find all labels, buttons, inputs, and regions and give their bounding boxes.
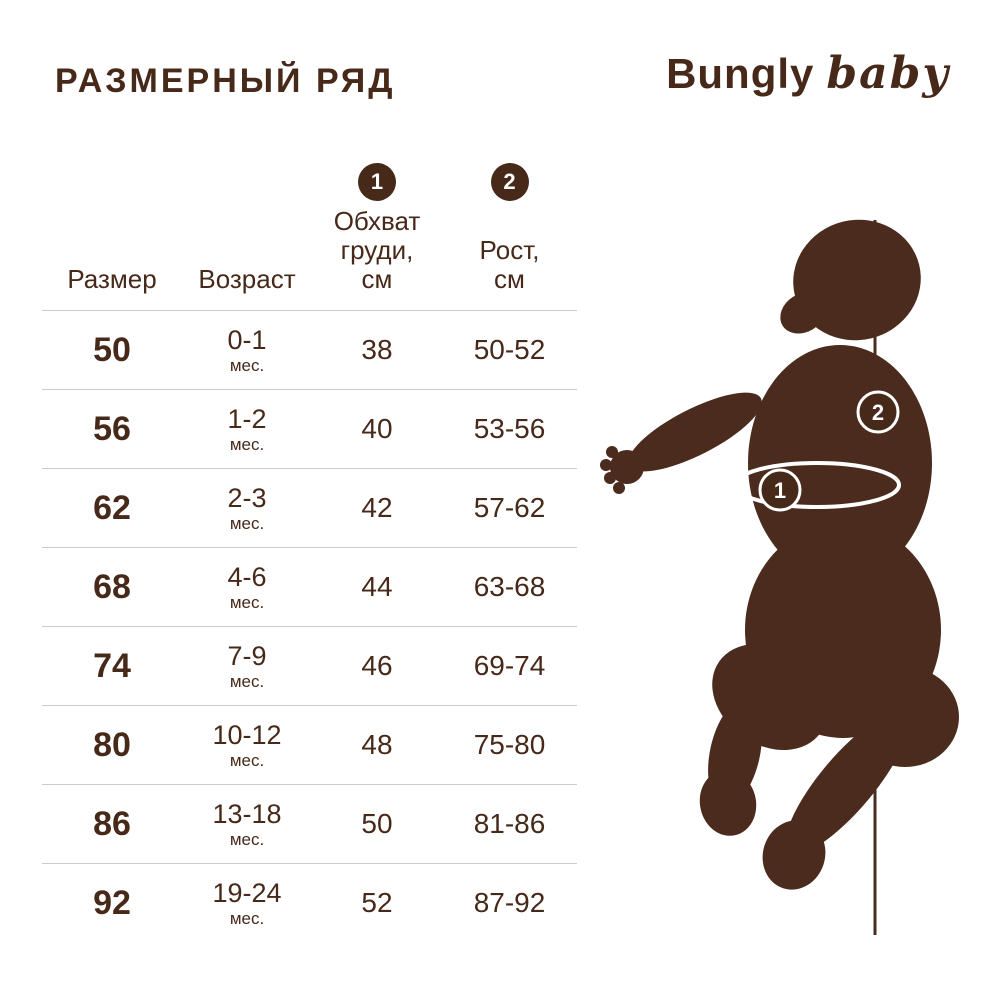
table-badge-row: 1 2 — [42, 163, 577, 207]
height-value: 53-56 — [473, 413, 546, 445]
size-value: 50 — [93, 330, 131, 369]
height-value: 69-74 — [473, 650, 546, 682]
table-row: 68 4-6 мес. 44 63-68 — [42, 547, 577, 626]
baby-silhouette — [600, 219, 959, 890]
size-value: 56 — [93, 409, 131, 448]
header-size: Размер — [67, 264, 157, 295]
table-row: 80 10-12 мес. 48 75-80 — [42, 705, 577, 784]
height-value: 75-80 — [473, 729, 546, 761]
height-value: 63-68 — [473, 571, 546, 603]
chest-value: 42 — [361, 492, 393, 524]
chest-measure-ellipse — [733, 461, 901, 509]
table-row: 56 1-2 мес. 40 53-56 — [42, 389, 577, 468]
height-value: 50-52 — [473, 334, 546, 366]
age-value: 13-18 мес. — [212, 798, 282, 849]
table-row: 86 13-18 мес. 50 81-86 — [42, 784, 577, 863]
header-height: Рост, см — [479, 235, 540, 295]
size-value: 62 — [93, 488, 131, 527]
table-header-row: Размер Возраст Обхват груди, см Рост, см — [42, 206, 577, 310]
height-value: 57-62 — [473, 492, 546, 524]
chest-value: 48 — [361, 729, 393, 761]
chest-column-badge: 1 — [358, 163, 396, 201]
table-row: 50 0-1 мес. 38 50-52 — [42, 310, 577, 389]
size-table: 1 2 Размер Возраст Обхват груди, см Рост… — [42, 163, 577, 942]
brand-logo-script: baby — [826, 48, 950, 99]
size-value: 80 — [93, 725, 131, 764]
baby-diagram-svg: 2 1 — [600, 219, 959, 935]
header-age: Возраст — [198, 264, 296, 295]
height-badge-circle — [856, 390, 900, 434]
baby-measurement-diagram: 2 1 — [585, 205, 1000, 950]
chest-value: 38 — [361, 334, 393, 366]
size-value: 74 — [93, 646, 131, 685]
chest-badge-circle — [758, 468, 802, 512]
table-row: 74 7-9 мес. 46 69-74 — [42, 626, 577, 705]
chest-badge-number: 1 — [774, 478, 786, 503]
age-value: 7-9 мес. — [227, 640, 267, 691]
size-value: 86 — [93, 804, 131, 843]
height-value: 87-92 — [473, 887, 546, 919]
age-value: 2-3 мес. — [227, 482, 267, 533]
chest-value: 44 — [361, 571, 393, 603]
age-value: 0-1 мес. — [227, 324, 267, 375]
table-row: 62 2-3 мес. 42 57-62 — [42, 468, 577, 547]
size-value: 68 — [93, 567, 131, 606]
table-row: 92 19-24 мес. 52 87-92 — [42, 863, 577, 942]
brand-logo-main: Bungly — [666, 50, 815, 97]
chest-value: 46 — [361, 650, 393, 682]
brand-logo: Bungly baby — [666, 48, 950, 99]
age-value: 1-2 мес. — [227, 403, 267, 454]
age-value: 10-12 мес. — [212, 719, 282, 770]
chest-value: 40 — [361, 413, 393, 445]
size-value: 92 — [93, 883, 131, 922]
page-title: РАЗМЕРНЫЙ РЯД — [55, 62, 396, 100]
chest-value: 50 — [361, 808, 393, 840]
height-badge-number: 2 — [872, 400, 884, 425]
header-chest: Обхват груди, см — [333, 206, 421, 295]
age-value: 4-6 мес. — [227, 561, 267, 612]
height-column-badge: 2 — [490, 163, 529, 201]
height-value: 81-86 — [473, 808, 546, 840]
age-value: 19-24 мес. — [212, 877, 282, 928]
chest-value: 52 — [361, 887, 393, 919]
